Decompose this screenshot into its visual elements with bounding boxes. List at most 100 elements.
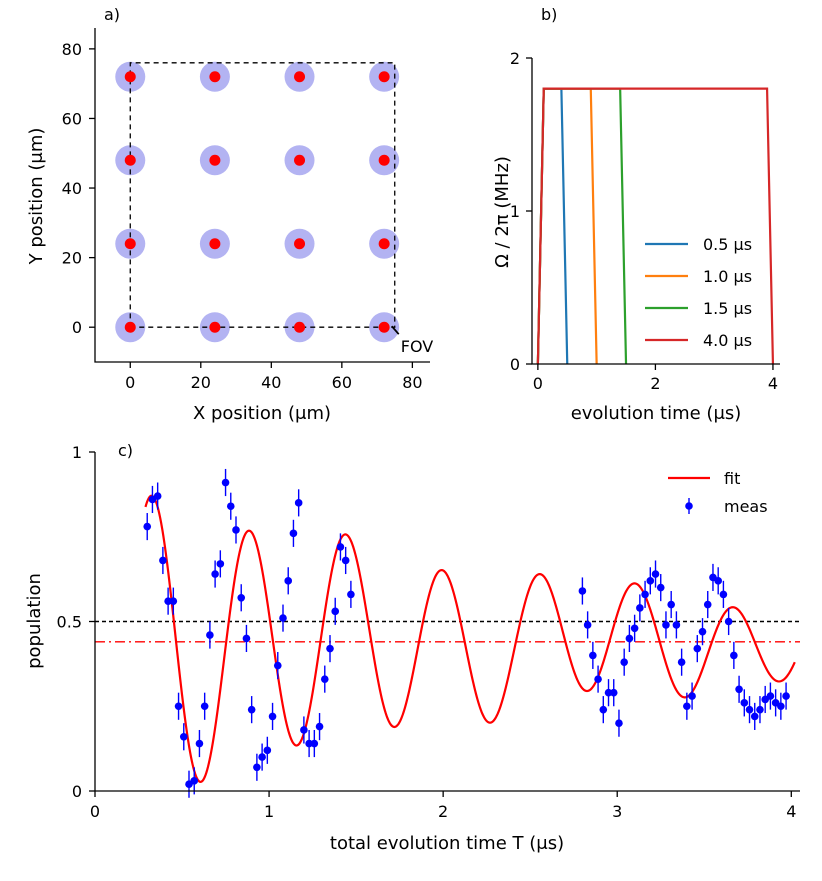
atom-dot [378,154,390,166]
measurement-point [331,607,340,616]
pulse-line [536,87,775,365]
x-tick-label: 3 [612,802,622,821]
atom-dot [124,321,136,333]
measurement-point [153,492,162,500]
measurement-point [179,732,188,741]
measurement-point [620,658,628,666]
atom-dot [209,238,221,250]
measurement-point [703,600,712,609]
legend-meas-label: meas [724,497,768,516]
atom-dot [124,154,136,166]
measurement-point [237,593,246,602]
measurement-point [310,739,319,748]
measurement-point [190,777,199,785]
panel-b-label: b) [541,5,557,24]
x-tick-label: 0 [533,374,543,393]
atom-dot [378,238,390,250]
measurement-point [583,621,592,629]
measurement-point [604,688,613,697]
legend-fit-label: fit [724,469,740,488]
panel-c-x-ticks: 0 1 2 3 4 [90,791,796,821]
panel-a-x-ticks: 0 20 40 60 80 [125,362,423,392]
panel-b-y-label: Ω / 2π (MHz) [492,156,513,268]
measurement-point [289,529,298,538]
atom-dot [209,71,221,83]
measurement-point [326,644,334,653]
panel-b-x-label: evolution time (μs) [571,403,742,424]
legend-entry: 1.0 μs [703,267,752,286]
measurement-point [766,692,775,700]
measurement-point [279,614,287,622]
measurement-point [636,604,644,612]
y-tick-label: 60 [62,109,82,128]
fov-pointer [391,325,400,335]
atom-dot [209,321,221,333]
measurement-point [200,702,209,711]
measurement-point [740,699,749,707]
x-tick-label: 0 [125,373,135,392]
panel-b-rabi-pulses: b) 0 2 4 0 1 2 0.5 μs 1.0 μs 1.5 μs 4.0 μs evol… [492,5,780,424]
fov-label: FOV [401,337,434,356]
measurement-point [599,705,608,714]
panel-c-y-ticks: 00.51 [57,443,95,801]
panel-c-legend: fit meas [668,469,768,516]
measurement-point [216,560,225,568]
measurement-point [677,658,686,666]
x-tick-label: 80 [402,373,422,392]
measurement-point [719,590,728,599]
legend-meas-marker [685,502,693,510]
y-tick-label: 0 [72,782,82,801]
atoms [124,71,390,333]
measurement-point [263,746,272,755]
measurement-point [641,590,649,599]
measurement-point [594,675,602,683]
measurement-point [750,712,759,721]
measurement-point [232,526,240,534]
measurement-point [714,577,722,585]
measurement-point [336,543,345,551]
measurement-point [683,702,691,711]
x-tick-label: 60 [332,373,352,392]
atom-dot [378,71,390,83]
x-tick-label: 0 [90,802,100,821]
measurement-point [242,634,251,643]
panel-a-y-ticks: 0 20 40 60 80 [62,40,95,337]
measurement-point [221,478,230,487]
panel-c-y-label: population [24,573,45,669]
measurement-point [159,556,167,565]
y-tick-label: 20 [62,249,82,268]
y-tick-label: 1 [72,443,82,462]
panel-b-legend: 0.5 μs 1.0 μs 1.5 μs 4.0 μs [645,235,752,350]
pulse-line [536,87,628,365]
measurement-point [341,556,350,565]
measurement-point [672,621,681,629]
panel-a-axes [94,28,430,363]
y-tick-label: 1 [510,202,520,221]
measurement-points [143,468,790,798]
measurement-point [226,502,235,511]
measurement-point [782,692,790,700]
measurement-point [164,597,172,605]
x-tick-label: 20 [191,373,211,392]
measurement-point [169,597,178,605]
measurement-point [294,499,303,507]
measurement-point [662,621,670,629]
measurement-point [206,631,214,639]
measurement-point [247,705,256,714]
x-tick-label: 4 [768,374,778,393]
legend-entry: 0.5 μs [703,235,752,254]
panel-b-axes [531,58,780,365]
panel-b-y-ticks: 0 1 2 [510,49,532,374]
atom-dot [124,238,136,250]
y-tick-label: 0 [72,318,82,337]
measurement-point [724,617,733,626]
measurement-point [347,590,355,599]
measurement-point [315,722,324,731]
panel-b-x-ticks: 0 2 4 [533,364,778,393]
panel-a-label: a) [104,5,120,24]
x-tick-label: 2 [438,802,448,821]
panel-a-y-label: Y position (μm) [26,128,47,266]
atom-dot [209,154,221,166]
measurement-point [730,651,738,660]
